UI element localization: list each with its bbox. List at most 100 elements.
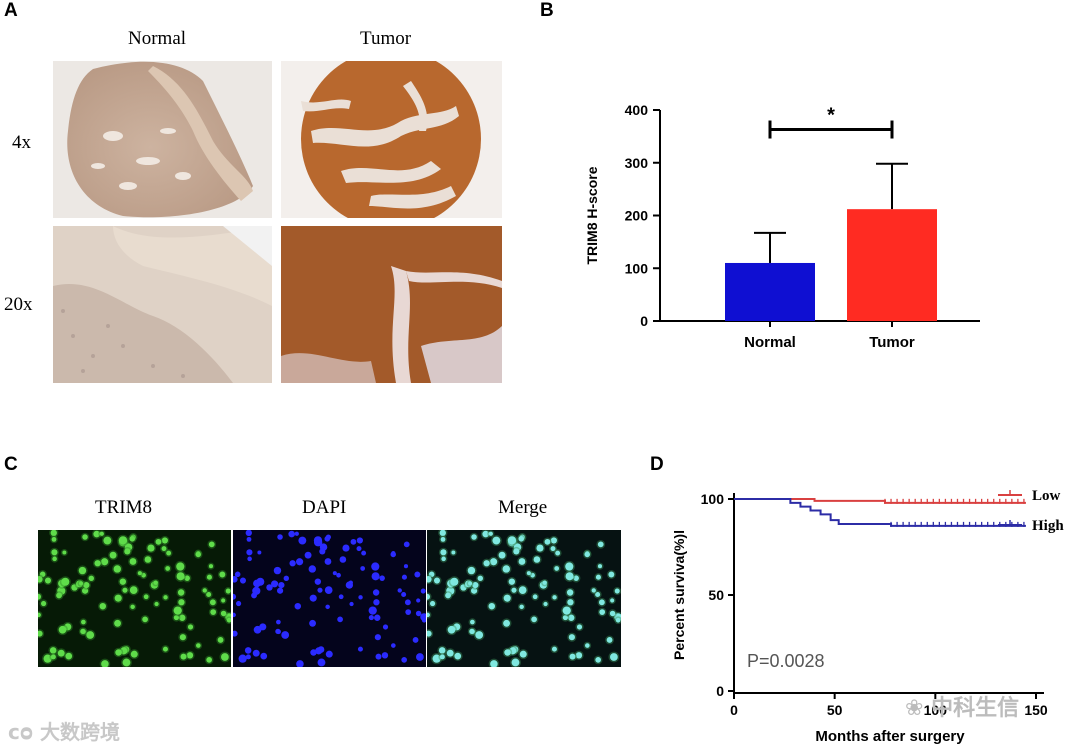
- cell: [309, 594, 317, 602]
- cell: [427, 612, 430, 618]
- cell: [401, 591, 407, 598]
- cell: [38, 576, 43, 583]
- cell: [38, 593, 42, 600]
- cell: [518, 558, 526, 565]
- cell: [606, 637, 613, 643]
- cell: [50, 530, 57, 537]
- if-merge-image: [427, 530, 621, 667]
- cell: [196, 643, 201, 648]
- cell: [147, 544, 155, 552]
- cell: [246, 549, 253, 556]
- cell: [471, 534, 477, 540]
- cell: [397, 588, 402, 593]
- cell: [371, 562, 380, 571]
- cell: [288, 530, 295, 538]
- cell: [124, 548, 131, 555]
- panel-c-col-label-dapi: DAPI: [302, 497, 347, 518]
- y-tick-label: 50: [708, 587, 724, 603]
- x-tick-label: 100: [924, 702, 948, 718]
- y-tick-label: 200: [625, 208, 649, 224]
- cell: [375, 653, 382, 660]
- cell: [531, 616, 537, 623]
- curve-low: [734, 498, 1026, 504]
- cell: [467, 566, 476, 575]
- ihc-tumor-20x-image: [281, 226, 502, 383]
- cell: [428, 571, 435, 578]
- cell: [257, 550, 262, 555]
- cell: [526, 571, 531, 576]
- y-axis-label: Percent surviva(%)l: [671, 530, 687, 660]
- y-tick-label: 0: [716, 683, 724, 699]
- cell: [202, 588, 207, 593]
- cell: [313, 536, 323, 545]
- cell: [244, 647, 252, 654]
- cell: [298, 536, 307, 545]
- cell: [427, 576, 432, 583]
- cell: [608, 571, 615, 578]
- y-axis-label: TRIM8 H-score: [584, 166, 600, 264]
- watermark-right-text: 中科生信: [931, 696, 1020, 721]
- cell: [569, 653, 576, 660]
- cell: [195, 551, 201, 558]
- cell: [470, 587, 478, 594]
- cell: [317, 587, 323, 593]
- cell: [114, 594, 122, 602]
- cell: [113, 565, 122, 573]
- bar-normal: [725, 262, 815, 321]
- cell: [283, 575, 289, 582]
- y-tick-label: 100: [625, 260, 649, 276]
- cell: [94, 560, 101, 567]
- cell: [372, 589, 380, 596]
- cell: [155, 538, 162, 545]
- cell: [356, 537, 363, 544]
- cell: [379, 575, 385, 581]
- cell: [492, 536, 501, 545]
- cell: [468, 581, 473, 586]
- cell: [65, 652, 73, 660]
- cell: [427, 593, 431, 600]
- cell: [509, 647, 517, 655]
- cell: [220, 610, 227, 617]
- cell: [141, 572, 146, 578]
- panel-a-row-label-4x: 4x: [12, 132, 31, 153]
- cell: [576, 624, 583, 630]
- cell: [49, 647, 57, 654]
- cell: [325, 650, 333, 658]
- cell: [99, 531, 104, 536]
- p-value-annotation: P=0.0028: [747, 651, 825, 671]
- cell: [221, 653, 229, 661]
- cell: [342, 544, 350, 552]
- x-tick-label: Tumor: [869, 334, 915, 351]
- cell: [565, 572, 574, 581]
- cell: [39, 571, 46, 578]
- cell: [562, 606, 571, 615]
- cell: [566, 589, 574, 596]
- cell: [401, 574, 407, 580]
- cell: [120, 647, 128, 655]
- if-dapi-image: [233, 530, 426, 667]
- cell: [130, 650, 138, 658]
- cell: [266, 584, 273, 591]
- cell: [591, 588, 596, 593]
- cell: [79, 581, 84, 586]
- cell: [179, 634, 186, 641]
- cell: [277, 534, 283, 540]
- cell: [356, 546, 362, 552]
- significance-star: *: [827, 105, 835, 127]
- cell: [441, 556, 446, 562]
- cell: [421, 617, 426, 623]
- cell: [336, 572, 341, 578]
- cell: [519, 650, 527, 658]
- cell: [368, 614, 374, 621]
- cell: [165, 566, 171, 571]
- cell: [554, 566, 560, 571]
- cell: [371, 572, 380, 581]
- x-axis-label: Months after surgery: [815, 728, 965, 745]
- cell: [233, 630, 238, 637]
- cell: [234, 571, 241, 578]
- cell: [314, 578, 322, 585]
- cell: [513, 548, 520, 555]
- cell: [403, 541, 410, 548]
- cell: [233, 612, 236, 618]
- cell: [38, 612, 41, 618]
